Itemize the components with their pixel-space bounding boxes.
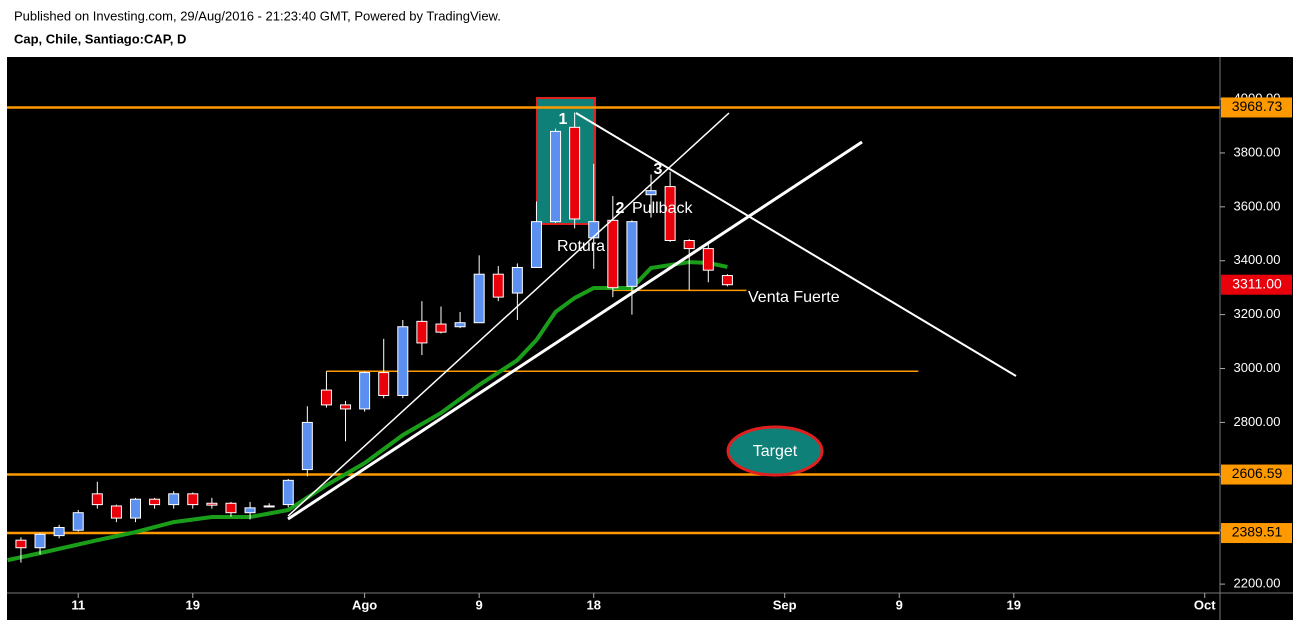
- candle-body: [721, 275, 733, 286]
- candle-body: [301, 421, 313, 471]
- annotation: 3: [654, 161, 663, 178]
- candle-body: [320, 389, 332, 406]
- candle-body: [588, 221, 600, 239]
- candle-body: [454, 322, 466, 328]
- y-tick-label: 3800.00: [1234, 144, 1281, 159]
- published-note: Published on Investing.com, 29/Aug/2016 …: [14, 8, 501, 23]
- y-tick-label: 3200.00: [1234, 306, 1281, 321]
- candle-body: [435, 323, 447, 333]
- candle-body: [702, 248, 714, 271]
- candle-body: [129, 498, 141, 519]
- candle-body: [244, 507, 256, 514]
- candle-body: [225, 502, 237, 514]
- annotation: 1: [559, 111, 568, 128]
- annotation: Pullback: [632, 200, 693, 217]
- candle-body: [530, 221, 542, 268]
- price-level-label: 3968.73: [1232, 98, 1283, 114]
- candle-body: [168, 493, 180, 506]
- candle-body: [263, 505, 275, 508]
- x-tick-label: Sep: [773, 597, 797, 612]
- candle-body: [53, 527, 65, 537]
- candle-body: [492, 273, 504, 298]
- candle-body: [550, 130, 562, 223]
- candle-body: [645, 190, 657, 196]
- candle-body: [72, 512, 84, 531]
- annotation: Venta Fuerte: [748, 289, 840, 306]
- candle-body: [282, 479, 294, 506]
- annotation: 2: [616, 200, 625, 217]
- candle-body: [15, 539, 27, 549]
- price-level-tag: [1221, 97, 1292, 118]
- candle-body: [110, 505, 122, 519]
- data-layer: [7, 112, 733, 563]
- candle-body: [359, 372, 371, 410]
- symbol-title: Cap, Chile, Santiago:CAP, D: [14, 31, 186, 46]
- background-layer: [7, 97, 1220, 535]
- candle-body: [206, 502, 218, 506]
- candle-body: [397, 326, 409, 396]
- annotation: Rotura: [557, 238, 605, 255]
- price-level-label: 2606.59: [1232, 465, 1283, 481]
- candle-body: [664, 186, 676, 242]
- candle-body: [378, 372, 390, 396]
- x-tick-label: Ago: [352, 597, 377, 612]
- x-tick-label: Oct: [1194, 597, 1216, 612]
- candle-body: [34, 533, 46, 549]
- moving-average: [7, 260, 728, 563]
- x-tick-label: 18: [587, 597, 601, 612]
- candle-body: [149, 498, 161, 506]
- candle-body: [473, 273, 485, 324]
- y-tick-label: 3600.00: [1234, 198, 1281, 213]
- price-level-label: 2389.51: [1232, 524, 1283, 540]
- last-price-tag: [1221, 274, 1292, 295]
- x-tick-label: 19: [1007, 597, 1021, 612]
- candle-body: [511, 266, 523, 294]
- annotation-layer: 1 2 3 Pullback Rotura Venta Fuerte Targe…: [287, 111, 1017, 521]
- x-tick-label: 11: [71, 597, 85, 612]
- candle-body: [569, 126, 581, 220]
- y-tick-label: 2800.00: [1234, 414, 1281, 429]
- y-tick-label: 2200.00: [1234, 576, 1281, 591]
- candle-body: [187, 493, 199, 506]
- candle-body: [607, 219, 619, 289]
- plot-background: [7, 57, 1293, 620]
- last-price-label: 3311.00: [1232, 275, 1282, 291]
- candle-body: [683, 240, 695, 250]
- trend-line: [287, 112, 730, 517]
- price-level-tag: [1221, 523, 1292, 544]
- price-level-tag: [1221, 464, 1292, 485]
- x-tick-label: 9: [476, 597, 483, 612]
- candle-body: [626, 221, 638, 287]
- target-ellipse: [726, 425, 824, 477]
- candle-body: [91, 493, 103, 506]
- trend-line: [287, 140, 863, 521]
- annotation: Target: [753, 443, 798, 460]
- x-tick-label: 19: [186, 597, 200, 612]
- y-tick-label: 3400.00: [1234, 252, 1281, 267]
- y-tick-label: 3000.00: [1234, 360, 1281, 375]
- candle-body: [340, 404, 352, 410]
- x-tick-label: 9: [896, 597, 903, 612]
- candle-body: [416, 320, 428, 344]
- trend-line: [575, 112, 1017, 377]
